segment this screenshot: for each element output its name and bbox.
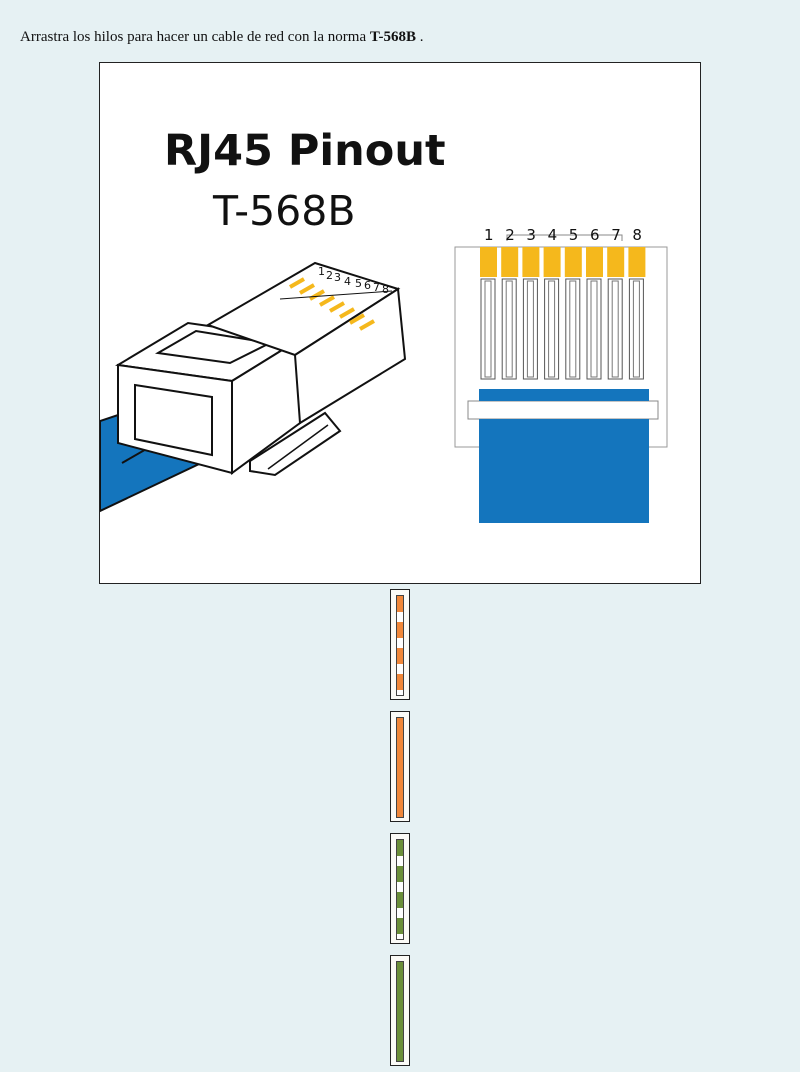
diagram-subtitle: T-568B <box>212 187 355 235</box>
pin-number-7: 7 <box>611 226 621 244</box>
standard-label: T-568B <box>369 29 416 45</box>
wire-core <box>396 839 404 940</box>
instruction-text: Arrastra los hilos para hacer un cable d… <box>20 28 424 46</box>
pin-contact-2 <box>501 247 519 277</box>
diagram-title: RJ45 Pinout <box>164 126 446 176</box>
pin-contact-8 <box>628 247 646 277</box>
pin-number-8: 8 <box>632 226 642 244</box>
svg-text:3: 3 <box>334 271 341 284</box>
rj45-plug-illustration: 1 2 3 4 5 6 7 8 <box>100 261 407 513</box>
wire-orange[interactable] <box>390 711 410 822</box>
plug-pin-labels: 1 <box>318 265 325 278</box>
wire-core <box>396 595 404 696</box>
rj45-illustration: RJ45 Pinout T-568B 1 2 <box>100 126 668 523</box>
svg-text:2: 2 <box>326 269 333 282</box>
wire-green-white[interactable] <box>390 833 410 944</box>
pin-number-3: 3 <box>526 226 536 244</box>
pin-number-6: 6 <box>590 226 600 244</box>
wire-green[interactable] <box>390 955 410 1066</box>
pin-contact-7 <box>607 247 625 277</box>
svg-text:7: 7 <box>373 281 380 294</box>
pin-number-5: 5 <box>569 226 579 244</box>
pin-contact-5 <box>564 247 582 277</box>
pin-contact-3 <box>522 247 540 277</box>
rj45-pinout-diagram: RJ45 Pinout T-568B 1 2 <box>99 62 701 584</box>
pin-contact-4 <box>543 247 561 277</box>
svg-text:8: 8 <box>382 283 389 296</box>
svg-text:6: 6 <box>364 279 371 292</box>
wire-orange-white[interactable] <box>390 589 410 700</box>
svg-text:5: 5 <box>355 277 362 290</box>
instruction-prefix: Arrastra los hilos para hacer un cable d… <box>20 29 370 45</box>
instruction-suffix: . <box>416 29 424 45</box>
svg-text:4: 4 <box>344 275 351 288</box>
pin-number-2: 2 <box>505 226 515 244</box>
pin-contact-1 <box>480 247 497 277</box>
pin-number-4: 4 <box>548 226 558 244</box>
wire-core <box>396 717 404 818</box>
pin-contact-6 <box>586 247 603 277</box>
wire-core <box>396 961 404 1062</box>
pin-number-1: 1 <box>484 226 494 244</box>
